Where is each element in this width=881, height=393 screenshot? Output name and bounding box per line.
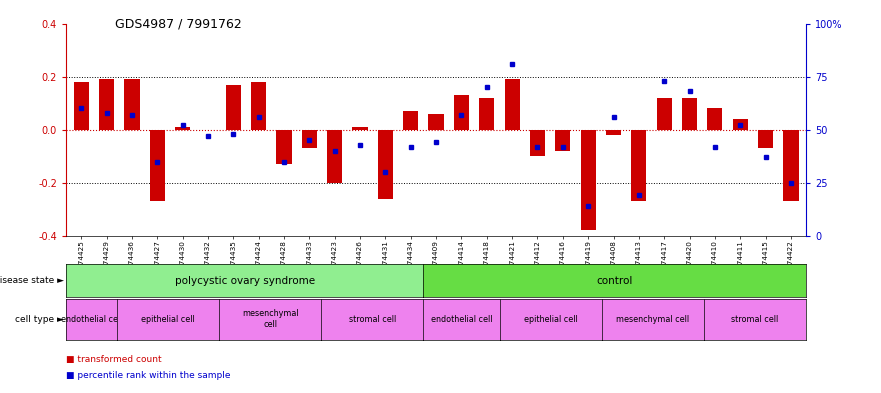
Bar: [327, 130, 343, 183]
Bar: [352, 127, 367, 130]
Bar: [606, 130, 621, 135]
Bar: [428, 114, 444, 130]
Text: stromal cell: stromal cell: [731, 315, 779, 324]
Bar: [277, 130, 292, 164]
Text: epithelial cell: epithelial cell: [141, 315, 195, 324]
Text: disease state ►: disease state ►: [0, 276, 64, 285]
Bar: [707, 108, 722, 130]
Text: endothelial cell: endothelial cell: [431, 315, 492, 324]
Bar: [581, 130, 596, 230]
Bar: [632, 130, 647, 201]
Text: stromal cell: stromal cell: [349, 315, 396, 324]
Text: epithelial cell: epithelial cell: [524, 315, 578, 324]
Text: endothelial cell: endothelial cell: [61, 315, 122, 324]
Text: GDS4987 / 7991762: GDS4987 / 7991762: [115, 18, 241, 31]
Bar: [226, 84, 241, 130]
Bar: [479, 98, 494, 130]
Text: ■ percentile rank within the sample: ■ percentile rank within the sample: [66, 371, 231, 380]
Bar: [175, 127, 190, 130]
Bar: [74, 82, 89, 130]
Text: mesenchymal cell: mesenchymal cell: [617, 315, 690, 324]
Bar: [302, 130, 317, 148]
Bar: [251, 82, 266, 130]
Text: mesenchymal
cell: mesenchymal cell: [242, 309, 299, 329]
Bar: [783, 130, 798, 201]
Bar: [555, 130, 570, 151]
Text: cell type ►: cell type ►: [15, 315, 64, 324]
Bar: [150, 130, 165, 201]
Bar: [656, 98, 672, 130]
Text: polycystic ovary syndrome: polycystic ovary syndrome: [174, 275, 315, 286]
Bar: [454, 95, 469, 130]
Bar: [758, 130, 774, 148]
Bar: [124, 79, 139, 130]
Text: control: control: [596, 275, 633, 286]
Bar: [733, 119, 748, 130]
Text: ■ transformed count: ■ transformed count: [66, 355, 162, 364]
Bar: [505, 79, 520, 130]
Bar: [403, 111, 418, 130]
Bar: [99, 79, 115, 130]
Bar: [682, 98, 697, 130]
Bar: [378, 130, 393, 198]
Bar: [529, 130, 545, 156]
